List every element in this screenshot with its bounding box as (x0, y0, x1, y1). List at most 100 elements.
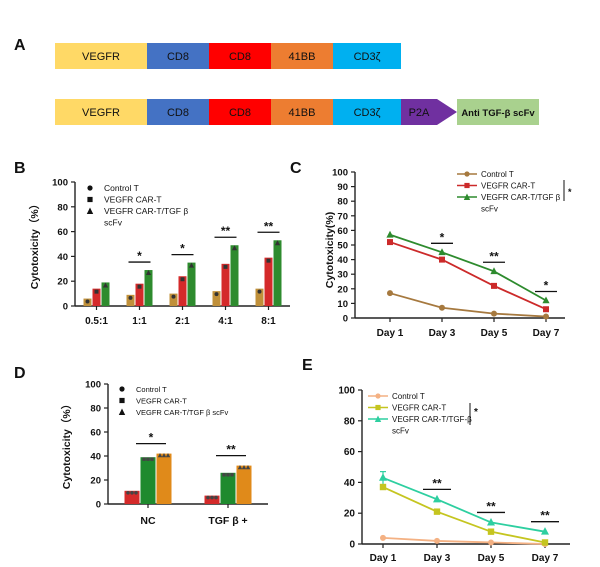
data-point (126, 491, 130, 495)
significance-marker: ** (489, 249, 499, 263)
bar-vegfr-car-t-tgf-scfv (236, 465, 252, 504)
chart-d: 0 20 40 60 80 100 Cytotoxicity（%） NC * TGF β + ** C… (60, 380, 268, 527)
significance-marker: * (149, 431, 154, 445)
data-point (161, 453, 167, 458)
data-point (438, 248, 446, 256)
construct-segment-0 (55, 99, 147, 125)
legend-text: Control T (392, 392, 425, 401)
construct-segment-3 (271, 43, 333, 69)
legend-marker (86, 207, 94, 214)
legend-text: VEGFR CAR-T (392, 404, 446, 413)
y-tick-label: 20 (337, 284, 348, 295)
legend-text: scFv (392, 427, 409, 436)
significance-marker: ** (486, 499, 496, 513)
bar-vegfr-car-t-tgf-scfv (230, 245, 239, 306)
construct-segment-1 (147, 43, 209, 69)
x-tick-label: Day 1 (377, 328, 404, 339)
legend-marker (119, 397, 125, 404)
y-tick-label: 100 (332, 168, 348, 179)
data-point (188, 262, 195, 268)
data-point (223, 264, 228, 269)
significance-marker: ** (432, 476, 442, 490)
legend-text: VEGFR CAR-T (481, 182, 535, 191)
legend-marker (119, 386, 125, 392)
significance-marker: * (544, 278, 549, 292)
x-tick-label: 0.5:1 (85, 316, 108, 327)
x-tick-label: 2:1 (175, 316, 190, 327)
data-point (379, 473, 387, 481)
data-point (165, 453, 171, 458)
bar-vegfr-car-t (264, 257, 273, 306)
data-point (134, 491, 138, 495)
construct-segment-4 (333, 43, 401, 69)
x-tick-label: Day 3 (429, 328, 456, 339)
construct-label-1: CD8 (167, 107, 189, 119)
data-point (150, 457, 154, 461)
bar-vegfr-car-t (135, 283, 144, 306)
data-point (257, 289, 262, 294)
data-point (206, 495, 210, 500)
construct-label-0: VEGFR (82, 107, 120, 119)
y-tick-label: 90 (337, 182, 348, 193)
y-tick-label: 80 (344, 416, 356, 427)
data-point (487, 517, 495, 526)
legend-text: Control T (136, 385, 167, 394)
construct-segment-1 (147, 99, 209, 125)
bar-control-t (204, 495, 220, 504)
data-point (130, 491, 134, 495)
bar-control-t (126, 294, 135, 306)
bar-vegfr-car-t-tgf-scfv (101, 282, 110, 306)
y-tick-label: 0 (63, 302, 68, 313)
legend-significance: * (568, 187, 572, 197)
bar-vegfr-car-t (140, 457, 156, 504)
construct-segment-6 (457, 99, 539, 125)
x-tick-label: Day 5 (481, 328, 508, 339)
construct-label-4: CD3ζ (354, 51, 381, 63)
construct-label-3: 41BB (289, 107, 316, 119)
construct-top: VEGFR CD8 CD8 41BB CD3ζ (55, 43, 401, 69)
data-point (488, 539, 494, 546)
x-tick-label: Day 1 (370, 553, 397, 564)
data-point (439, 256, 445, 263)
bar-vegfr-car-t-tgf-scfv (187, 262, 196, 306)
significance-marker: ** (221, 224, 231, 238)
significance-marker: ** (540, 509, 550, 523)
data-point (180, 277, 185, 282)
data-point (102, 282, 109, 288)
data-point (541, 539, 549, 546)
data-point (142, 457, 146, 461)
data-point (222, 473, 226, 477)
construct-segment-3 (271, 99, 333, 125)
bar-vegfr-car-t (220, 472, 236, 504)
data-point (128, 295, 133, 300)
data-point (226, 473, 230, 477)
legend-text: VEGFR CAR-T/TGF β (104, 206, 188, 216)
y-tick-label: 0 (349, 540, 355, 551)
x-tick-label: Day 7 (532, 553, 559, 564)
y-tick-label: 60 (337, 226, 348, 237)
data-point (386, 230, 394, 238)
y-tick-label: 100 (52, 178, 68, 189)
data-point (241, 465, 247, 470)
panel-label-b: B (14, 160, 26, 177)
significance-marker: ** (264, 219, 274, 233)
data-point (266, 258, 271, 263)
data-point (387, 290, 393, 297)
significance-marker: ** (226, 443, 236, 457)
significance-marker: * (137, 249, 142, 263)
y-tick-label: 40 (337, 255, 348, 266)
construct-bottom: VEGFR CD8 CD8 41BB CD3ζ P2A Anti TGF-β scFv (55, 99, 539, 125)
y-tick-label: 70 (337, 211, 348, 222)
legend-marker (464, 171, 470, 177)
y-tick-label: 80 (337, 197, 348, 208)
construct-segment-2 (209, 43, 271, 69)
bar-vegfr-car-t-tgf-scfv (156, 453, 172, 504)
construct-label-3: 41BB (289, 51, 316, 63)
construct-segment-5 (401, 99, 457, 125)
y-tick-label: 100 (85, 380, 101, 391)
series-line-0 (382, 536, 546, 545)
data-point (210, 495, 214, 500)
legend-text: VEGFR CAR-T (104, 195, 162, 205)
bar-vegfr-car-t (221, 263, 230, 306)
y-tick-label: 0 (96, 500, 101, 511)
